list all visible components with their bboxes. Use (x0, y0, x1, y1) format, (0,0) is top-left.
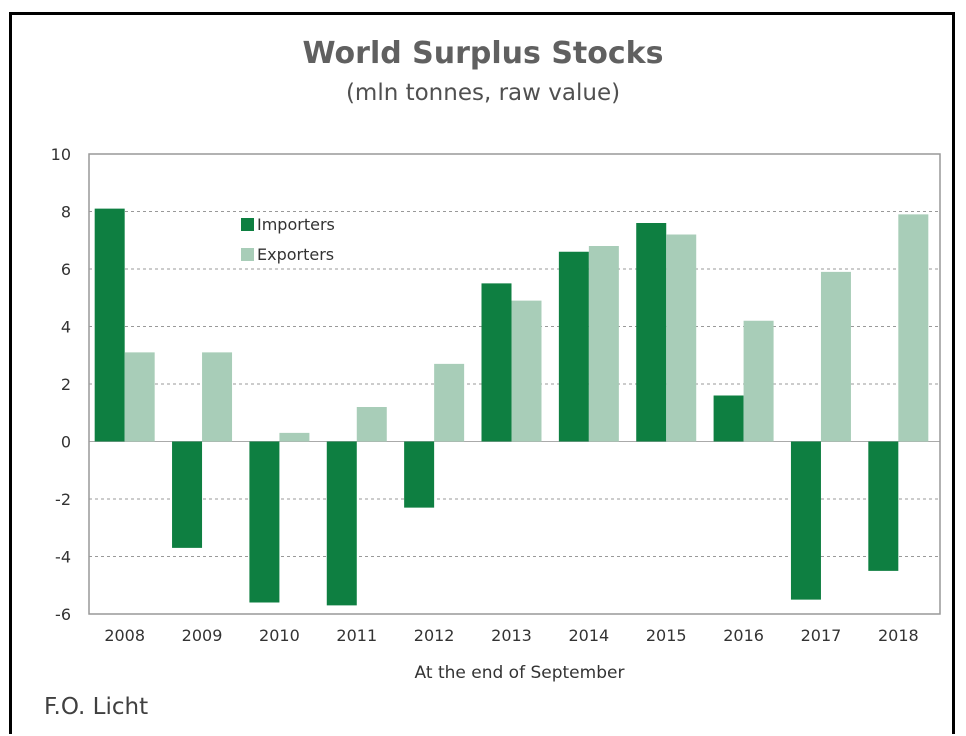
bar-exporters-2009 (202, 352, 233, 442)
bar-exporters-2010 (279, 432, 310, 442)
bar-exporters-2011 (356, 407, 387, 442)
chart-title: World Surplus Stocks (302, 36, 664, 71)
bar-exporters-2008 (124, 352, 155, 442)
legend: Importers Exporters (241, 215, 335, 264)
y-tick-label: 2 (61, 375, 71, 394)
bar-exporters-2012 (434, 363, 465, 442)
y-tick-label: -4 (55, 548, 71, 567)
x-tick-label: 2009 (182, 626, 223, 645)
bar-importers-2009 (172, 441, 203, 548)
bar-importers-2012 (404, 441, 435, 508)
x-tick-label: 2015 (646, 626, 687, 645)
bar-exporters-2015 (666, 234, 697, 442)
x-tick-label: 2008 (104, 626, 145, 645)
legend-swatch-importers (241, 218, 254, 231)
legend-swatch-exporters (241, 248, 254, 261)
bars-layer (94, 208, 929, 606)
bar-exporters-2013 (511, 300, 542, 442)
y-tick-label: 6 (61, 260, 71, 279)
bar-importers-2010 (249, 441, 280, 603)
x-tick-label: 2017 (801, 626, 842, 645)
bar-exporters-2017 (820, 271, 851, 442)
x-tick-label: 2010 (259, 626, 300, 645)
bar-exporters-2016 (743, 320, 774, 442)
chart-frame (9, 12, 955, 734)
x-axis-label: At the end of September (415, 663, 625, 683)
plot-area-border (88, 153, 941, 615)
bar-importers-2014 (558, 251, 589, 442)
x-tick-label: 2014 (569, 626, 610, 645)
bar-importers-2011 (326, 441, 357, 606)
bar-importers-2008 (94, 208, 125, 442)
legend-label-importers: Importers (257, 215, 335, 234)
y-tick-label: 8 (61, 203, 71, 222)
y-tick-label: -6 (55, 605, 71, 624)
y-tick-label: 10 (51, 145, 71, 164)
bar-importers-2018 (868, 441, 899, 571)
x-tick-label: 2018 (878, 626, 919, 645)
x-axis-tick-labels: 2008 2009 2010 2011 2012 2013 2014 2015 2016 2017… (104, 626, 918, 645)
x-tick-label: 2012 (414, 626, 455, 645)
source-label: F.O. Licht (44, 694, 149, 720)
y-tick-label: 0 (61, 433, 71, 452)
y-tick-label: 4 (61, 318, 71, 337)
bar-importers-2015 (636, 223, 667, 442)
bar-importers-2016 (713, 395, 744, 442)
x-tick-label: 2011 (336, 626, 377, 645)
legend-label-exporters: Exporters (257, 245, 334, 264)
bar-importers-2013 (481, 283, 512, 442)
y-axis-tick-labels: -6 -4 -2 0 2 4 6 8 10 (51, 145, 71, 624)
x-tick-label: 2016 (723, 626, 764, 645)
y-tick-label: -2 (55, 490, 71, 509)
x-tick-label: 2013 (491, 626, 532, 645)
chart-subtitle: (mln tonnes, raw value) (345, 80, 621, 106)
bar-exporters-2018 (898, 214, 929, 442)
bar-exporters-2014 (588, 246, 619, 442)
bar-importers-2017 (790, 441, 821, 600)
